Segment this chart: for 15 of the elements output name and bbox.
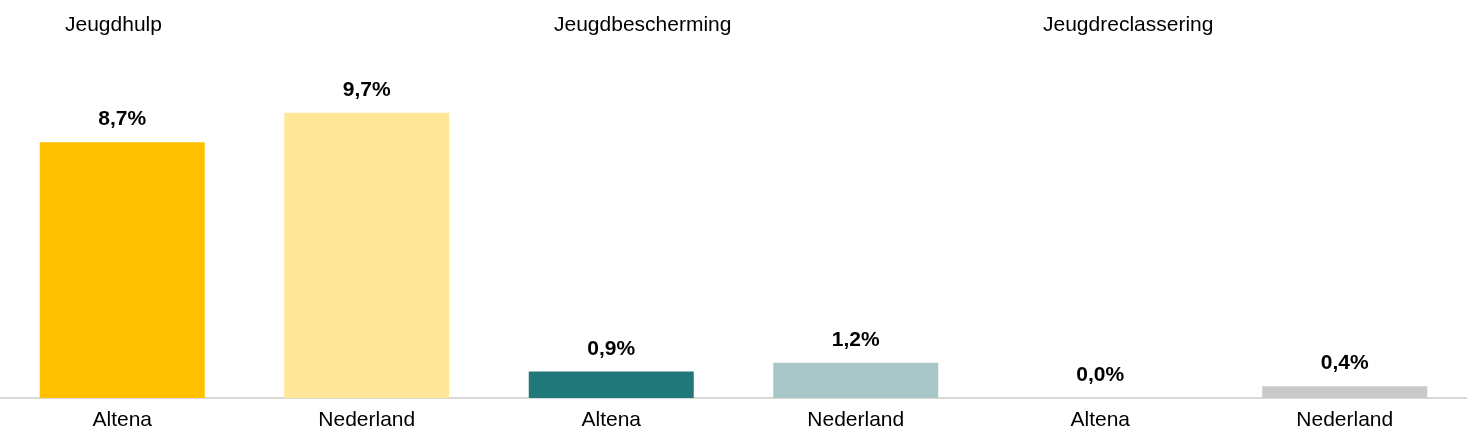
- chart-title: Jeugdbescherming: [554, 12, 732, 35]
- x-tick-label: Altena: [581, 407, 642, 430]
- chart-title: Jeugdhulp: [65, 12, 162, 35]
- x-tick-label: Nederland: [1296, 407, 1394, 430]
- data-label: 0,9%: [587, 335, 636, 359]
- data-label: 1,2%: [831, 326, 881, 350]
- data-label: 0,0%: [1076, 362, 1125, 385]
- data-label: 8,7%: [98, 106, 147, 130]
- x-tick-label: Altena: [1070, 407, 1131, 430]
- data-label: 0,4%: [1320, 350, 1370, 374]
- x-tick-label: Nederland: [318, 407, 416, 430]
- data-label: 9,7%: [342, 76, 392, 100]
- x-tick-label: Altena: [92, 407, 153, 430]
- x-tick-label: Nederland: [807, 407, 905, 430]
- chart-title: Jeugdreclassering: [1043, 12, 1214, 35]
